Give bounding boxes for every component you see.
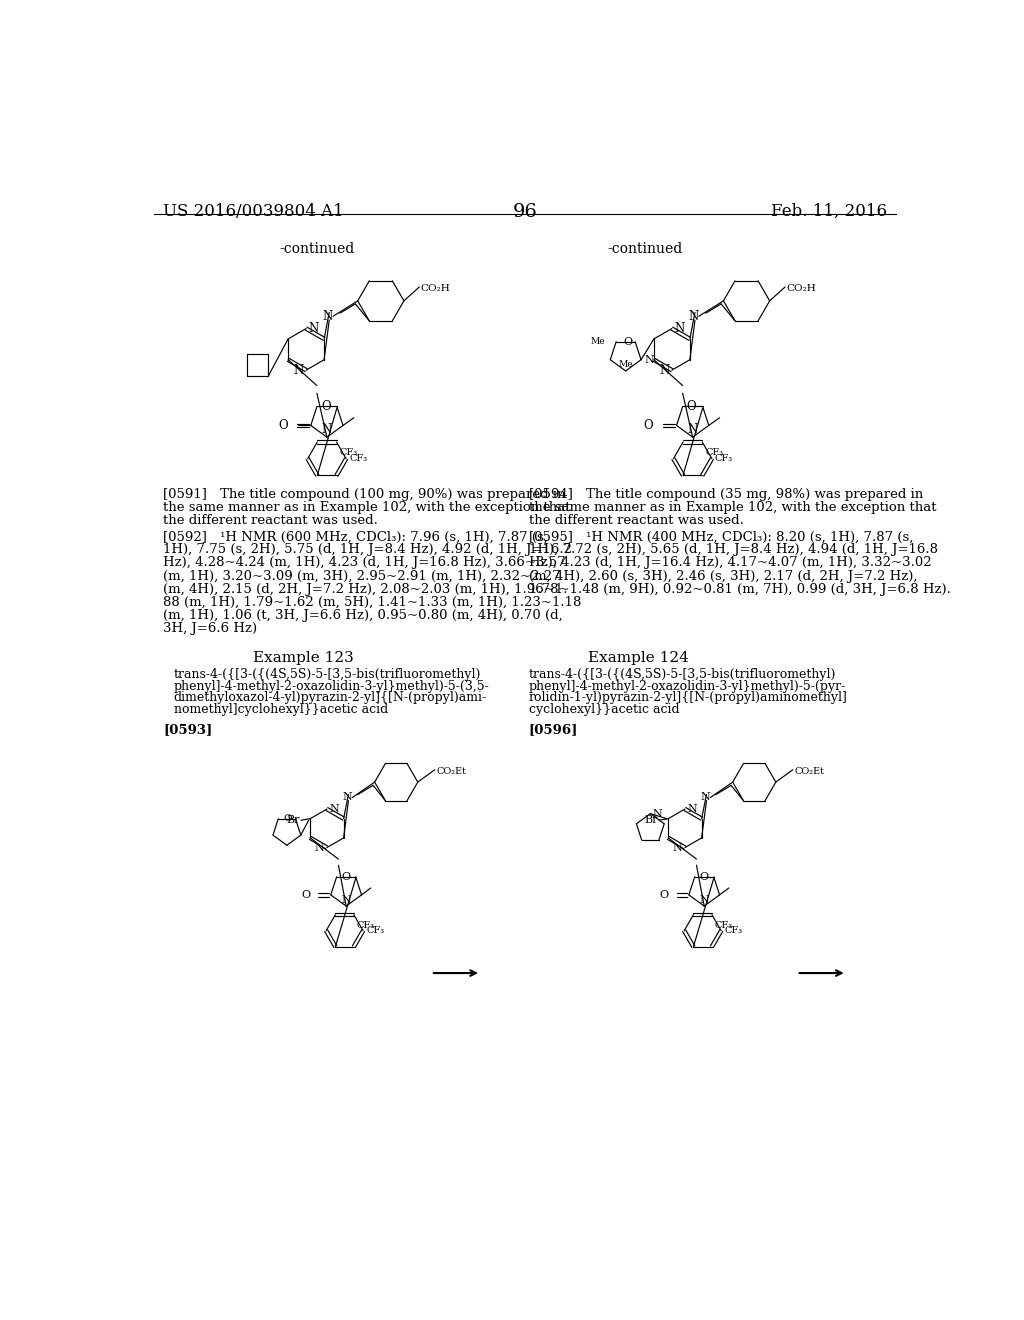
Text: Feb. 11, 2016: Feb. 11, 2016 <box>771 203 887 220</box>
Text: O: O <box>284 814 293 824</box>
Text: N: N <box>673 842 683 853</box>
Text: -continued: -continued <box>607 242 683 256</box>
Text: CF₃: CF₃ <box>367 927 384 935</box>
Text: O: O <box>341 871 350 882</box>
Text: phenyl]-4-methyl-2-oxazolidin-3-yl}methyl)-5-(3,5-: phenyl]-4-methyl-2-oxazolidin-3-yl}methy… <box>174 680 489 693</box>
Text: [0595] ¹H NMR (400 MHz, CDCl₃): 8.20 (s, 1H), 7.87 (s,: [0595] ¹H NMR (400 MHz, CDCl₃): 8.20 (s,… <box>528 531 913 544</box>
Text: trans-4-({[3-({(4S,5S)-5-[3,5-bis(trifluoromethyl): trans-4-({[3-({(4S,5S)-5-[3,5-bis(triflu… <box>528 668 836 681</box>
Text: N: N <box>322 422 332 436</box>
Text: -continued: -continued <box>280 242 354 256</box>
Text: cyclohexyl}}acetic acid: cyclohexyl}}acetic acid <box>528 702 679 715</box>
Text: CF₃: CF₃ <box>724 927 742 935</box>
Text: 88 (m, 1H), 1.79~1.62 (m, 5H), 1.41~1.33 (m, 1H), 1.23~1.18: 88 (m, 1H), 1.79~1.62 (m, 5H), 1.41~1.33… <box>163 595 582 609</box>
Text: phenyl]-4-methyl-2-oxazolidin-3-yl}methyl)-5-(pyr-: phenyl]-4-methyl-2-oxazolidin-3-yl}methy… <box>528 680 846 693</box>
Text: O: O <box>623 337 632 347</box>
Text: Hz), 4.23 (d, 1H, J=16.4 Hz), 4.17~4.07 (m, 1H), 3.32~3.02: Hz), 4.23 (d, 1H, J=16.4 Hz), 4.17~4.07 … <box>528 557 931 569</box>
Text: Hz), 4.28~4.24 (m, 1H), 4.23 (d, 1H, J=16.8 Hz), 3.66~3.57: Hz), 4.28~4.24 (m, 1H), 4.23 (d, 1H, J=1… <box>163 557 565 569</box>
Text: [0592] ¹H NMR (600 MHz, CDCl₃): 7.96 (s, 1H), 7.87 (s,: [0592] ¹H NMR (600 MHz, CDCl₃): 7.96 (s,… <box>163 531 548 544</box>
Text: CF₃: CF₃ <box>349 454 368 463</box>
Text: (m, 1H), 1.06 (t, 3H, J=6.6 Hz), 0.95~0.80 (m, 4H), 0.70 (d,: (m, 1H), 1.06 (t, 3H, J=6.6 Hz), 0.95~0.… <box>163 609 562 622</box>
Text: 1H), 7.75 (s, 2H), 5.75 (d, 1H, J=8.4 Hz), 4.92 (d, 1H, J=16.2: 1H), 7.75 (s, 2H), 5.75 (d, 1H, J=8.4 Hz… <box>163 544 571 557</box>
Text: 96: 96 <box>512 203 538 220</box>
Text: N: N <box>700 792 710 803</box>
Text: CO₂H: CO₂H <box>421 284 451 293</box>
Text: [0594] The title compound (35 mg, 98%) was prepared in: [0594] The title compound (35 mg, 98%) w… <box>528 488 923 502</box>
Text: [0591] The title compound (100 mg, 90%) was prepared in: [0591] The title compound (100 mg, 90%) … <box>163 488 565 502</box>
Text: CO₂Et: CO₂Et <box>436 767 466 776</box>
Text: 3H, J=6.6 Hz): 3H, J=6.6 Hz) <box>163 622 257 635</box>
Text: [0593]: [0593] <box>163 723 212 735</box>
Text: O: O <box>644 418 653 432</box>
Text: US 2016/0039804 A1: US 2016/0039804 A1 <box>163 203 344 220</box>
Text: N: N <box>341 895 351 904</box>
Text: N: N <box>644 355 654 364</box>
Text: Br: Br <box>644 816 657 825</box>
Text: N: N <box>342 792 352 803</box>
Text: O: O <box>322 400 331 413</box>
Text: Example 123: Example 123 <box>253 651 354 665</box>
Text: CF₃: CF₃ <box>715 454 733 463</box>
Text: (m, 4H), 2.60 (s, 3H), 2.46 (s, 3H), 2.17 (d, 2H, J=7.2 Hz),: (m, 4H), 2.60 (s, 3H), 2.46 (s, 3H), 2.1… <box>528 570 918 582</box>
Text: N: N <box>674 322 684 335</box>
Text: N: N <box>294 363 304 376</box>
Text: O: O <box>699 871 709 882</box>
Text: rolidin-1-yl)pyrazin-2-yl]{[N-(propyl)aminomethyl]: rolidin-1-yl)pyrazin-2-yl]{[N-(propyl)am… <box>528 692 848 705</box>
Text: O: O <box>687 400 696 413</box>
Text: CF₃: CF₃ <box>715 921 733 929</box>
Text: Example 124: Example 124 <box>589 651 689 665</box>
Text: CO₂H: CO₂H <box>786 284 816 293</box>
Text: (m, 1H), 3.20~3.09 (m, 3H), 2.95~2.91 (m, 1H), 2.32~2.27: (m, 1H), 3.20~3.09 (m, 3H), 2.95~2.91 (m… <box>163 570 560 582</box>
Text: N: N <box>323 310 333 323</box>
Text: 1.78~1.48 (m, 9H), 0.92~0.81 (m, 7H), 0.99 (d, 3H, J=6.8 Hz).: 1.78~1.48 (m, 9H), 0.92~0.81 (m, 7H), 0.… <box>528 582 950 595</box>
Text: dimethyloxazol-4-yl)pyrazin-2-yl]{[N-(propyl)ami-: dimethyloxazol-4-yl)pyrazin-2-yl]{[N-(pr… <box>174 692 486 705</box>
Text: CF₃: CF₃ <box>340 449 357 457</box>
Text: Me: Me <box>591 337 605 346</box>
Text: (m, 4H), 2.15 (d, 2H, J=7.2 Hz), 2.08~2.03 (m, 1H), 1.96~1.: (m, 4H), 2.15 (d, 2H, J=7.2 Hz), 2.08~2.… <box>163 582 567 595</box>
Text: N: N <box>330 804 339 814</box>
Text: O: O <box>659 890 669 900</box>
Text: [0596]: [0596] <box>528 723 578 735</box>
Text: the same manner as in Example 102, with the exception that: the same manner as in Example 102, with … <box>528 502 936 513</box>
Text: the different reactant was used.: the different reactant was used. <box>163 515 378 527</box>
Text: trans-4-({[3-({(4S,5S)-5-[3,5-bis(trifluoromethyl): trans-4-({[3-({(4S,5S)-5-[3,5-bis(triflu… <box>174 668 481 681</box>
Text: O: O <box>302 890 310 900</box>
Text: N: N <box>314 842 325 853</box>
Text: Me: Me <box>618 360 633 370</box>
Text: N: N <box>688 310 698 323</box>
Text: N: N <box>699 895 709 904</box>
Text: CO₂Et: CO₂Et <box>795 767 824 776</box>
Text: the same manner as in Example 102, with the exception that: the same manner as in Example 102, with … <box>163 502 570 513</box>
Text: O: O <box>279 418 288 432</box>
Text: N: N <box>652 809 663 818</box>
Text: N: N <box>687 804 697 814</box>
Text: N: N <box>308 322 318 335</box>
Text: the different reactant was used.: the different reactant was used. <box>528 515 743 527</box>
Text: N: N <box>659 363 670 376</box>
Text: Br: Br <box>286 816 299 825</box>
Text: N: N <box>687 422 697 436</box>
Text: CF₃: CF₃ <box>706 449 724 457</box>
Text: 1H), 7.72 (s, 2H), 5.65 (d, 1H, J=8.4 Hz), 4.94 (d, 1H, J=16.8: 1H), 7.72 (s, 2H), 5.65 (d, 1H, J=8.4 Hz… <box>528 544 938 557</box>
Text: CF₃: CF₃ <box>357 921 375 929</box>
Text: nomethyl]cyclohexyl}}acetic acid: nomethyl]cyclohexyl}}acetic acid <box>174 702 388 715</box>
